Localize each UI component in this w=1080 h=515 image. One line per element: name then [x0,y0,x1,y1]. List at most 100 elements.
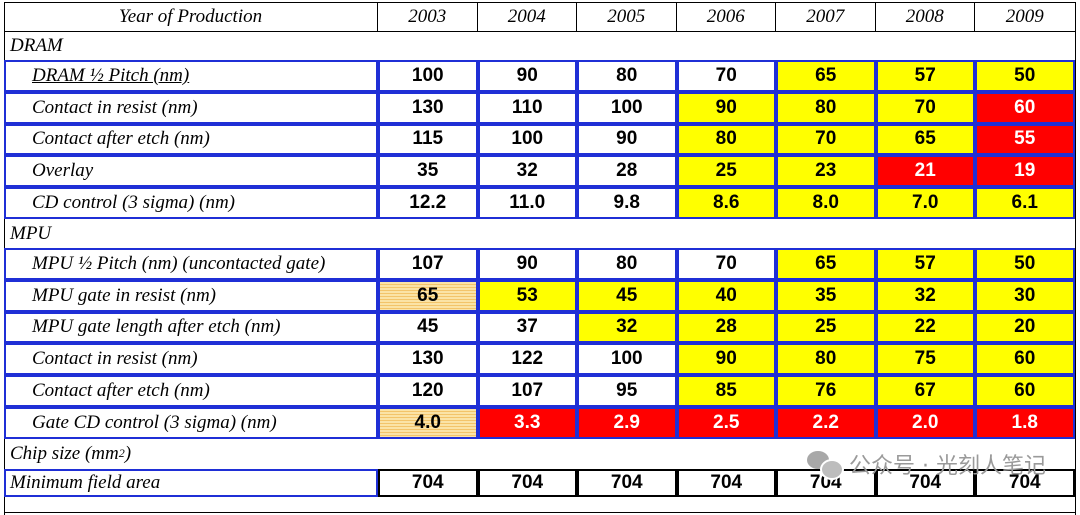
wechat-icon [807,451,845,480]
row-value: 130 [378,343,478,376]
row-value: 704 [577,468,677,497]
row-value: 8.6 [676,187,776,219]
row-value: 80 [776,91,876,124]
row-value: 70 [875,91,975,124]
row-label: Gate CD control (3 sigma) (nm) [4,407,378,439]
row-value: 2.2 [776,407,876,439]
row-value: 50 [975,248,1075,280]
row-value: 704 [676,468,776,497]
row-label: MPU gate in resist (nm) [4,279,378,312]
frame-bottom [4,512,1075,513]
row-label: DRAM ½ Pitch (nm) [4,60,378,92]
row-value: 65 [875,123,975,156]
row-value: 35 [776,279,876,312]
row-value: 45 [378,311,478,344]
row-value: 70 [776,123,876,156]
row-value: 67 [875,375,975,407]
row-label: Contact after etch (nm) [4,123,378,156]
row-value: 110 [477,91,577,124]
row-value: 76 [776,375,876,407]
row-value: 22 [875,311,975,344]
header-year: 2005 [577,2,677,31]
row-value: 704 [477,468,577,497]
row-value: 100 [577,343,677,376]
frame-top [4,2,1075,3]
row-value: 9.8 [577,187,677,219]
row-value: 19 [975,155,1075,188]
row-value: 85 [676,375,776,407]
section-title: MPU [4,219,1075,248]
row-value: 7.0 [875,187,975,219]
row-label: Contact in resist (nm) [4,343,378,376]
row-value: 90 [477,60,577,92]
row-value: 80 [577,248,677,280]
row-label: Minimum field area [4,468,378,497]
section-title: DRAM [4,31,1075,60]
header-year: 2004 [478,2,577,31]
row-value: 100 [378,60,478,92]
row-value: 28 [676,311,776,344]
row-value: 130 [378,91,478,124]
section-title: Chip size (mm 2) [4,439,1075,469]
row-value: 53 [477,279,577,312]
row-value: 120 [378,375,478,407]
row-value: 32 [577,311,677,344]
row-value: 60 [975,343,1075,376]
row-value: 90 [577,123,677,156]
header-year: 2007 [776,2,876,31]
row-value: 60 [975,375,1075,407]
row-value: 2.9 [577,407,677,439]
row-value: 57 [875,60,975,92]
row-value: 65 [776,60,876,92]
frame-right [1075,2,1076,515]
row-label: Contact after etch (nm) [4,375,378,407]
row-value: 90 [676,343,776,376]
row-value: 35 [378,155,478,188]
row-value: 75 [875,343,975,376]
row-value: 40 [676,279,776,312]
header-divider [4,31,1075,32]
row-value: 95 [577,375,677,407]
row-value: 70 [676,60,776,92]
row-value: 12.2 [378,187,478,219]
row-value: 8.0 [776,187,876,219]
row-label: MPU ½ Pitch (nm) (uncontacted gate) [4,248,378,280]
row-value: 60 [975,91,1075,124]
section-title-text: Chip size (mm [10,442,119,464]
row-value: 20 [975,311,1075,344]
row-value: 3.3 [477,407,577,439]
row-value: 70 [676,248,776,280]
watermark-text: 公众号 · 光刻人笔记 [849,454,1046,479]
row-value: 11.0 [477,187,577,219]
header-year-label: Year of Production [4,2,378,31]
row-value: 115 [378,123,478,156]
row-value: 90 [676,91,776,124]
row-value: 107 [378,248,478,280]
row-value: 704 [875,468,975,497]
row-value: 57 [875,248,975,280]
row-value: 25 [776,311,876,344]
row-value: 80 [776,343,876,376]
row-value: 122 [477,343,577,376]
row-value: 50 [975,60,1075,92]
row-value: 1.8 [975,407,1075,439]
header-year: 2003 [378,2,478,31]
row-value: 2.0 [875,407,975,439]
row-value: 21 [875,155,975,188]
row-value: 55 [975,123,1075,156]
row-value: 23 [776,155,876,188]
row-value: 65 [776,248,876,280]
row-value: 80 [577,60,677,92]
row-value: 100 [477,123,577,156]
row-value: 4.0 [378,407,478,439]
header-year: 2006 [677,2,776,31]
section-title-superscript: 2 [118,446,125,461]
row-value: 704 [378,468,478,497]
row-value: 32 [875,279,975,312]
row-value: 100 [577,91,677,124]
header-year: 2008 [876,2,975,31]
row-value: 90 [477,248,577,280]
row-value: 28 [577,155,677,188]
row-value: 37 [477,311,577,344]
